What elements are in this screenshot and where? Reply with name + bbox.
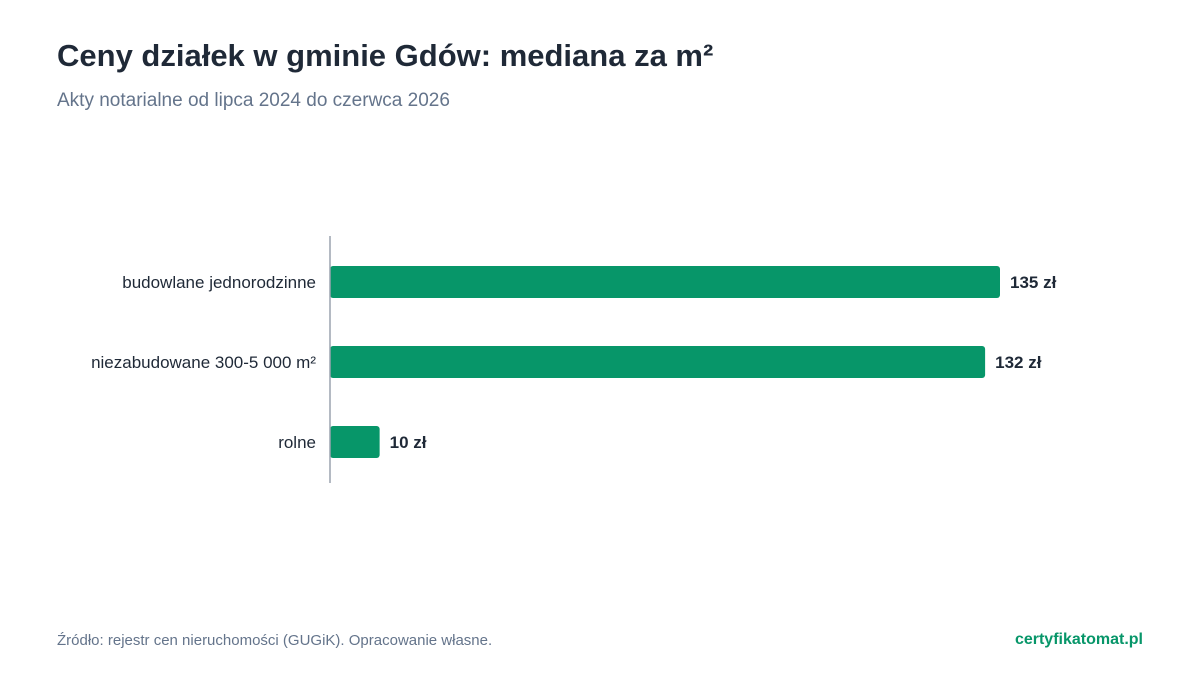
chart-subtitle: Akty notarialne od lipca 2024 do czerwca… [57, 90, 450, 111]
source-note: Źródło: rejestr cen nieruchomości (GUGiK… [57, 632, 493, 649]
value-label-0: 135 zł [1010, 273, 1057, 292]
category-label-1: niezabudowane 300-5 000 m² [91, 353, 316, 372]
category-label-0: budowlane jednorodzinne [122, 273, 316, 292]
bar-2 [330, 426, 380, 458]
bar-0 [330, 266, 1000, 298]
value-label-1: 132 zł [995, 353, 1042, 372]
bar-1 [330, 346, 986, 378]
brand-link[interactable]: certyfikatomat.pl [1014, 631, 1143, 648]
category-label-2: rolne [278, 433, 316, 452]
value-label-2: 10 zł [390, 433, 427, 452]
chart-title: Ceny działek w gminie Gdów: mediana za m… [57, 38, 714, 73]
